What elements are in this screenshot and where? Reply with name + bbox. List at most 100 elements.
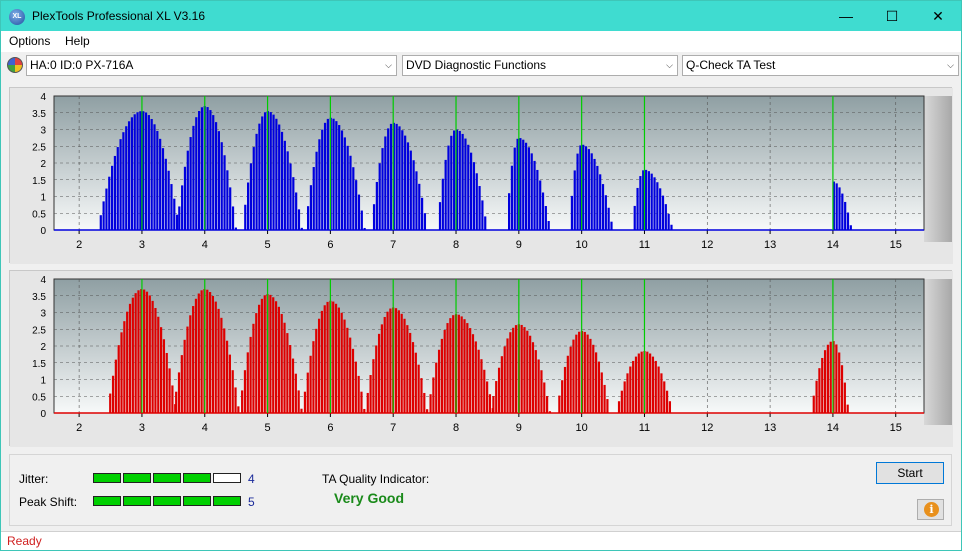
data-bar	[117, 345, 120, 413]
data-bar	[604, 195, 607, 230]
data-bar	[444, 159, 447, 230]
data-bar	[629, 366, 632, 413]
function-select[interactable]: DVD Diagnostic Functions ⌵	[402, 55, 678, 76]
data-bar	[561, 380, 564, 413]
data-bar	[321, 129, 324, 230]
data-bar	[269, 294, 272, 413]
data-bar	[145, 291, 149, 413]
data-bar	[587, 149, 590, 230]
menu-bar: Options Help	[1, 31, 961, 52]
data-bar	[841, 193, 844, 230]
data-bar	[309, 185, 313, 230]
data-bar	[415, 171, 418, 230]
data-bar	[217, 308, 220, 413]
data-bar	[275, 118, 278, 230]
data-bar	[183, 339, 186, 413]
data-bar	[217, 131, 220, 230]
data-bar	[835, 183, 838, 230]
data-bar	[360, 391, 363, 413]
meter-segment	[123, 496, 151, 506]
data-bar	[520, 324, 523, 413]
data-bar	[475, 173, 478, 230]
data-bar	[225, 340, 229, 413]
data-bar	[823, 350, 827, 413]
y-tick-label: 2	[40, 159, 46, 170]
y-tick-label: 1	[40, 193, 46, 204]
data-bar	[835, 344, 838, 413]
info-button[interactable]: i	[917, 499, 944, 520]
menu-help[interactable]: Help	[65, 34, 90, 48]
title-bar[interactable]: XL PlexTools Professional XL V3.16 — ☐ ✕	[1, 1, 961, 31]
data-bar	[458, 130, 461, 230]
data-bar	[414, 352, 417, 413]
data-bar	[401, 130, 404, 230]
test-select[interactable]: Q-Check TA Test ⌵	[682, 55, 959, 76]
data-bar	[572, 339, 575, 413]
data-bar	[429, 394, 432, 413]
data-bar	[623, 381, 626, 413]
data-bar	[283, 140, 286, 230]
data-bar	[363, 227, 366, 230]
data-bar	[186, 326, 189, 413]
data-bar	[192, 125, 195, 230]
data-bar	[326, 118, 329, 230]
data-bar	[246, 352, 249, 413]
start-button[interactable]: Start	[876, 462, 944, 484]
data-bar	[423, 213, 427, 230]
data-bar	[349, 337, 352, 413]
data-bar	[357, 375, 360, 413]
data-bar	[355, 180, 358, 230]
data-bar	[122, 132, 125, 230]
data-bar	[263, 112, 267, 230]
data-bar	[647, 171, 650, 230]
data-bar	[136, 112, 139, 230]
data-bar	[484, 216, 487, 230]
data-bar	[144, 112, 148, 230]
x-tick-label: 11	[639, 239, 650, 251]
y-tick-label: 4	[40, 92, 46, 103]
data-bar	[208, 292, 212, 413]
data-bar	[514, 325, 518, 413]
minimize-button[interactable]: —	[839, 8, 853, 24]
data-bar	[596, 165, 599, 230]
data-bar	[255, 313, 258, 413]
close-button[interactable]: ✕	[932, 8, 944, 24]
data-bar	[403, 318, 406, 413]
data-bar	[109, 393, 112, 413]
maximize-button[interactable]: ☐	[885, 8, 899, 24]
data-bar	[644, 169, 648, 230]
data-bar	[289, 163, 292, 230]
data-bar	[838, 352, 841, 413]
menu-options[interactable]: Options	[9, 34, 51, 48]
y-tick-label: 4	[40, 275, 46, 286]
data-bar	[289, 345, 292, 413]
meter-segment	[93, 473, 121, 483]
drive-select[interactable]: HA:0 ID:0 PX-716A ⌵	[26, 55, 397, 76]
data-bar	[119, 139, 122, 230]
meter-segment	[153, 496, 181, 506]
meter-segment	[93, 496, 121, 506]
data-bar	[846, 404, 849, 413]
data-bar	[463, 319, 466, 413]
jitter-label: Jitter:	[19, 472, 49, 486]
data-bar	[286, 333, 289, 413]
data-bar	[173, 198, 176, 230]
data-bar	[186, 150, 189, 230]
data-bar	[378, 163, 381, 230]
data-bar	[579, 145, 582, 230]
data-bar	[195, 117, 198, 230]
x-tick-label: 4	[202, 239, 208, 251]
data-bar	[386, 311, 389, 413]
data-bar	[541, 192, 545, 230]
data-bar	[639, 176, 642, 230]
data-bar	[139, 111, 142, 230]
window-title: PlexTools Professional XL V3.16	[32, 9, 205, 23]
data-bar	[590, 153, 593, 230]
data-bar	[474, 341, 477, 413]
data-bar	[272, 297, 275, 413]
data-bar	[558, 395, 561, 413]
data-bar	[340, 312, 343, 413]
jitter-value: 4	[248, 472, 255, 486]
data-bar	[497, 367, 501, 413]
data-bar	[508, 193, 511, 230]
